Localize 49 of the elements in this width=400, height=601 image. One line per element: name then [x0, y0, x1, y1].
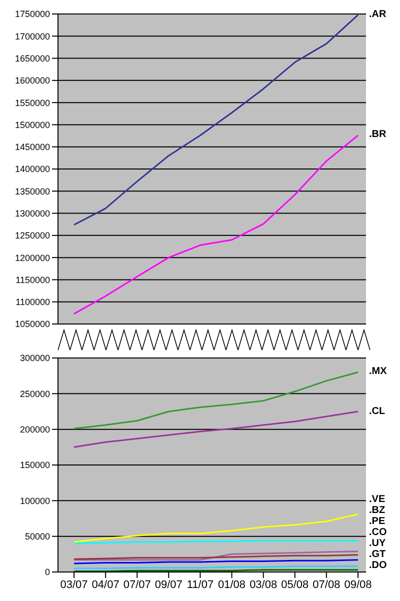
x-tick-label: 03/07 [60, 578, 88, 591]
line-series [73, 410, 359, 448]
y-tick-label: 1500000 [14, 120, 50, 130]
y-tick-label: 250000 [20, 388, 50, 399]
series-label: .DO [369, 560, 387, 572]
series-label: .BR [369, 129, 386, 142]
x-tick-label: 03/08 [250, 578, 278, 591]
text: .PE [369, 516, 386, 528]
y-tick-label: 0 [44, 567, 50, 578]
y-tick-label: 200000 [20, 424, 50, 435]
x-tick-label: 05/08 [281, 578, 309, 591]
x-tick-label: 09/08 [344, 578, 372, 591]
y-tick-label: 1650000 [14, 53, 50, 64]
x-tick-label: 04/07 [92, 578, 120, 591]
y-tick-label: 1150000 [16, 274, 50, 285]
y-tick-label: 1350000 [14, 186, 50, 196]
line-series [73, 513, 359, 543]
series-label: .VE [369, 494, 386, 506]
line-series [73, 372, 359, 430]
text: .CO [369, 527, 387, 539]
x-tick-label: 11/07 [186, 578, 214, 591]
y-tick-label: 150000 [20, 460, 50, 470]
y-tick-label: 300000 [20, 353, 50, 364]
line-series [73, 134, 359, 315]
series-label: .UY [369, 538, 386, 550]
y-tick-label: 1750000 [14, 9, 50, 20]
y-tick-label: 1550000 [14, 98, 50, 108]
series-label: .MX [369, 366, 387, 378]
y-tick-label: 1050000 [14, 319, 50, 330]
y-tick-label: 1100000 [16, 297, 50, 308]
text: .BZ [369, 505, 386, 517]
line-series [73, 14, 359, 226]
series-label: .CL [369, 406, 386, 418]
y-tick-label: 1300000 [14, 208, 50, 218]
series-label: .AR [369, 9, 386, 21]
y-tick-label: 1250000 [14, 230, 50, 241]
y-tick-label: 100000 [20, 496, 50, 506]
x-tick-label: 09/07 [154, 578, 182, 591]
x-tick-label: 07/07 [123, 578, 151, 591]
x-tick-label: 07/08 [312, 578, 340, 591]
line-series [73, 550, 359, 561]
series-label: .GT [369, 549, 386, 561]
y-tick-label: 50000 [24, 532, 50, 542]
y-tick-label: 1700000 [14, 31, 50, 42]
x-tick-label: 01/08 [218, 578, 246, 591]
y-tick-label: 1400000 [14, 164, 50, 174]
y-tick-label: 1450000 [14, 142, 50, 152]
y-tick-label: 1600000 [14, 76, 50, 86]
y-tick-label: 1200000 [14, 252, 50, 263]
